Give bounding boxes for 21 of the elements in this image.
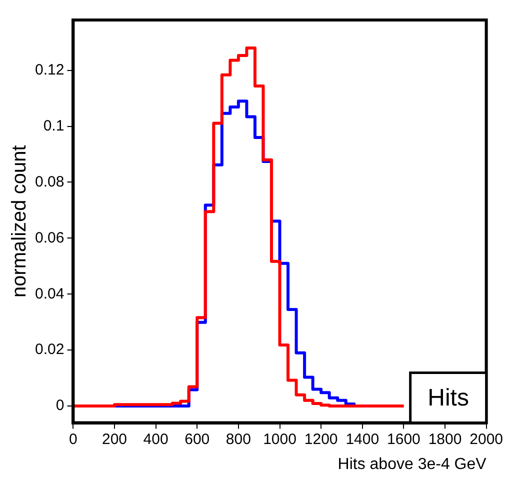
x-tick-label: 0 [69, 430, 78, 448]
x-tick-label: 1600 [387, 430, 420, 448]
y-tick-label: 0.04 [34, 285, 64, 302]
x-tick-label: 200 [102, 430, 128, 448]
x-tick-label: 1200 [304, 430, 338, 448]
x-tick-label: 800 [226, 430, 251, 448]
y-tick-label: 0.08 [34, 173, 64, 190]
x-tick-label: 1000 [263, 430, 296, 448]
x-tick-label: 1400 [346, 430, 380, 448]
y-axis-title: normalized count [8, 144, 31, 298]
x-tick-label: 400 [143, 430, 168, 448]
y-tick-label: 0.12 [34, 61, 64, 78]
x-tick-label: 1800 [428, 430, 462, 448]
x-axis-title: Hits above 3e-4 GeV [338, 456, 487, 473]
y-tick-label: 0 [56, 397, 64, 414]
text: Hits [428, 384, 469, 412]
x-tick-label: 600 [184, 430, 210, 448]
y-tick-label: 0.06 [34, 229, 64, 246]
y-tick-label: 0.1 [43, 117, 64, 134]
x-tick-label: 2000 [470, 430, 504, 448]
y-tick-label: 0.02 [34, 341, 64, 358]
